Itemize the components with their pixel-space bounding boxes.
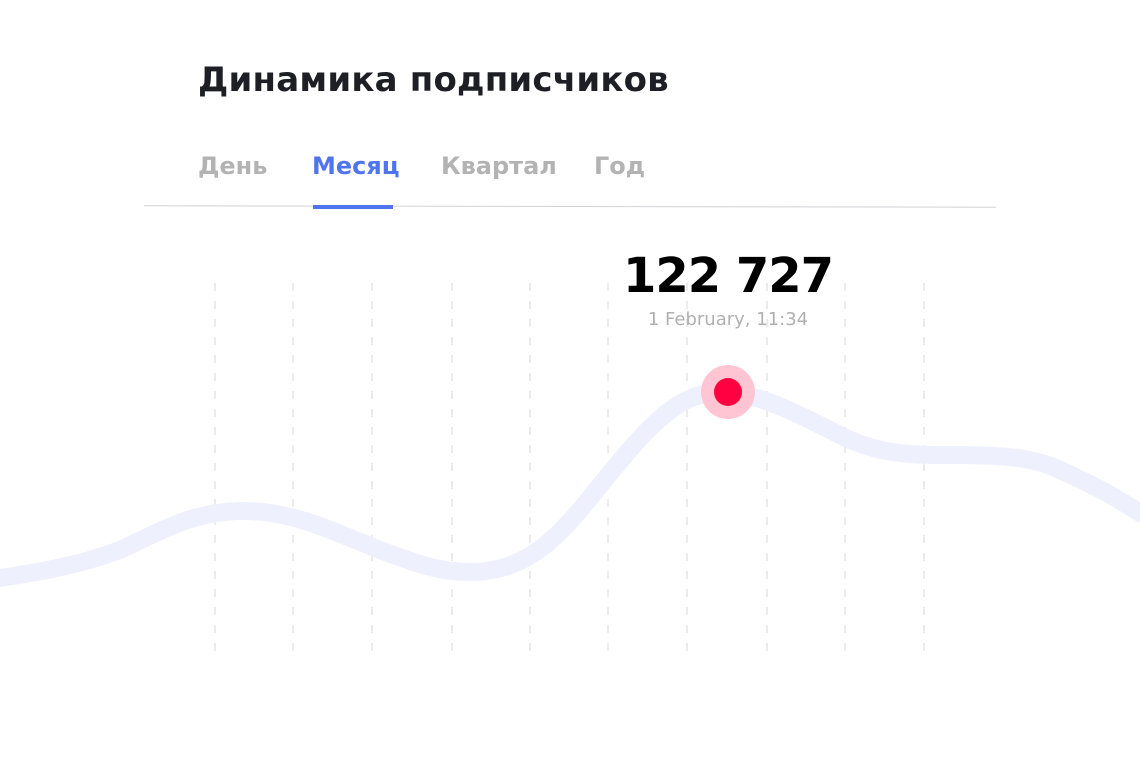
subscribers-line xyxy=(0,383,1140,587)
tab-month[interactable]: Месяц xyxy=(312,152,400,180)
tab-day[interactable]: День xyxy=(198,152,268,180)
tooltip-date: 1 February, 11:34 xyxy=(647,309,809,330)
period-tabs: День Месяц Квартал Год xyxy=(143,150,997,210)
page-title: Динамика подписчиков xyxy=(198,60,669,100)
tab-quarter[interactable]: Квартал xyxy=(441,152,557,180)
active-tab-indicator xyxy=(313,205,393,209)
tooltip-value: 122 727 xyxy=(622,248,834,304)
tab-year[interactable]: Год xyxy=(594,152,646,180)
selected-point-marker[interactable] xyxy=(714,378,742,406)
grid-lines xyxy=(214,283,925,655)
